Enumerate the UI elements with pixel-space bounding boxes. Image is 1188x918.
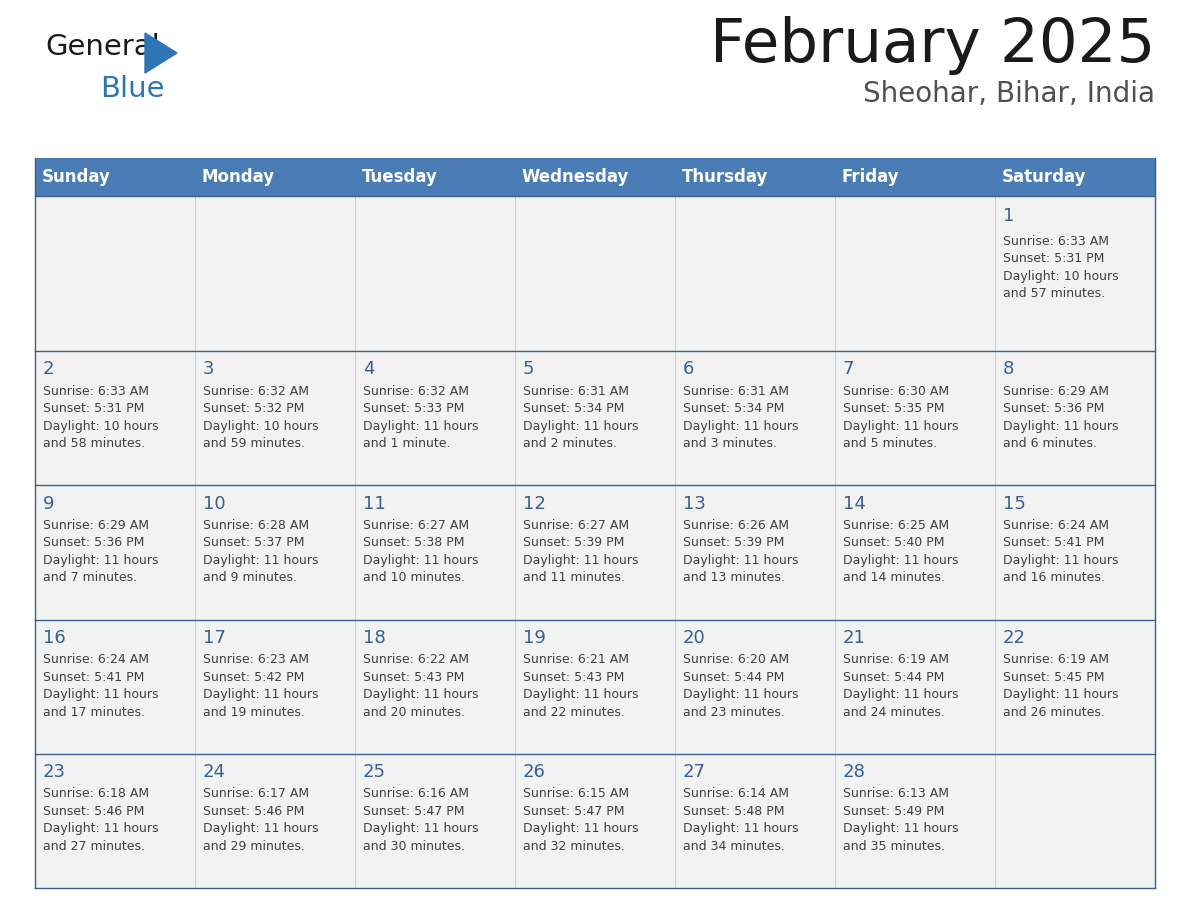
Bar (34, 196, 1155, 351)
Text: Thursday: Thursday (682, 168, 767, 186)
Bar (34, 620, 1155, 754)
Text: 11: 11 (364, 495, 386, 512)
Text: 1: 1 (1003, 207, 1015, 225)
Text: Sunrise: 6:33 AM
Sunset: 5:31 PM
Daylight: 10 hours
and 57 minutes.: Sunrise: 6:33 AM Sunset: 5:31 PM Dayligh… (1003, 235, 1119, 300)
Text: Sunrise: 6:31 AM
Sunset: 5:34 PM
Daylight: 11 hours
and 3 minutes.: Sunrise: 6:31 AM Sunset: 5:34 PM Dayligh… (683, 385, 798, 450)
Text: 7: 7 (843, 361, 854, 378)
Text: 19: 19 (523, 629, 545, 647)
Text: 25: 25 (364, 763, 386, 781)
Polygon shape (145, 33, 177, 73)
Text: 10: 10 (203, 495, 226, 512)
Text: 16: 16 (43, 629, 65, 647)
Text: Sunrise: 6:16 AM
Sunset: 5:47 PM
Daylight: 11 hours
and 30 minutes.: Sunrise: 6:16 AM Sunset: 5:47 PM Dayligh… (364, 788, 479, 853)
Text: Sunrise: 6:15 AM
Sunset: 5:47 PM
Daylight: 11 hours
and 32 minutes.: Sunrise: 6:15 AM Sunset: 5:47 PM Dayligh… (523, 788, 638, 853)
Text: 22: 22 (1003, 629, 1026, 647)
Text: General: General (45, 33, 159, 61)
Text: Sunrise: 6:23 AM
Sunset: 5:42 PM
Daylight: 11 hours
and 19 minutes.: Sunrise: 6:23 AM Sunset: 5:42 PM Dayligh… (203, 653, 318, 719)
Text: Sunrise: 6:28 AM
Sunset: 5:37 PM
Daylight: 11 hours
and 9 minutes.: Sunrise: 6:28 AM Sunset: 5:37 PM Dayligh… (203, 519, 318, 585)
Bar (34, 351, 1155, 486)
Text: 20: 20 (683, 629, 706, 647)
Text: 26: 26 (523, 763, 545, 781)
Text: Sunrise: 6:13 AM
Sunset: 5:49 PM
Daylight: 11 hours
and 35 minutes.: Sunrise: 6:13 AM Sunset: 5:49 PM Dayligh… (843, 788, 959, 853)
Text: Sunrise: 6:17 AM
Sunset: 5:46 PM
Daylight: 11 hours
and 29 minutes.: Sunrise: 6:17 AM Sunset: 5:46 PM Dayligh… (203, 788, 318, 853)
Text: Sunrise: 6:25 AM
Sunset: 5:40 PM
Daylight: 11 hours
and 14 minutes.: Sunrise: 6:25 AM Sunset: 5:40 PM Dayligh… (843, 519, 959, 585)
Bar (34, 486, 1155, 620)
Text: Sunrise: 6:30 AM
Sunset: 5:35 PM
Daylight: 11 hours
and 5 minutes.: Sunrise: 6:30 AM Sunset: 5:35 PM Dayligh… (843, 385, 959, 450)
Text: Sunrise: 6:27 AM
Sunset: 5:38 PM
Daylight: 11 hours
and 10 minutes.: Sunrise: 6:27 AM Sunset: 5:38 PM Dayligh… (364, 519, 479, 585)
Bar (34, 754, 1155, 888)
Text: 6: 6 (683, 361, 694, 378)
Text: Friday: Friday (841, 168, 899, 186)
Text: Wednesday: Wednesday (522, 168, 628, 186)
Text: 4: 4 (364, 361, 374, 378)
Text: 23: 23 (43, 763, 67, 781)
Text: Sunrise: 6:20 AM
Sunset: 5:44 PM
Daylight: 11 hours
and 23 minutes.: Sunrise: 6:20 AM Sunset: 5:44 PM Dayligh… (683, 653, 798, 719)
Text: Sunday: Sunday (42, 168, 110, 186)
Text: 21: 21 (843, 629, 866, 647)
Text: 2: 2 (43, 361, 55, 378)
Text: 17: 17 (203, 629, 226, 647)
Text: 12: 12 (523, 495, 545, 512)
Text: Sunrise: 6:33 AM
Sunset: 5:31 PM
Daylight: 10 hours
and 58 minutes.: Sunrise: 6:33 AM Sunset: 5:31 PM Dayligh… (43, 385, 159, 450)
Text: Sunrise: 6:32 AM
Sunset: 5:32 PM
Daylight: 10 hours
and 59 minutes.: Sunrise: 6:32 AM Sunset: 5:32 PM Dayligh… (203, 385, 318, 450)
Text: Monday: Monday (202, 168, 274, 186)
Text: 13: 13 (683, 495, 706, 512)
Text: Sunrise: 6:29 AM
Sunset: 5:36 PM
Daylight: 11 hours
and 7 minutes.: Sunrise: 6:29 AM Sunset: 5:36 PM Dayligh… (43, 519, 158, 585)
Text: February 2025: February 2025 (709, 16, 1155, 75)
Text: Sunrise: 6:14 AM
Sunset: 5:48 PM
Daylight: 11 hours
and 34 minutes.: Sunrise: 6:14 AM Sunset: 5:48 PM Dayligh… (683, 788, 798, 853)
Text: Sunrise: 6:19 AM
Sunset: 5:44 PM
Daylight: 11 hours
and 24 minutes.: Sunrise: 6:19 AM Sunset: 5:44 PM Dayligh… (843, 653, 959, 719)
Text: Sunrise: 6:27 AM
Sunset: 5:39 PM
Daylight: 11 hours
and 11 minutes.: Sunrise: 6:27 AM Sunset: 5:39 PM Dayligh… (523, 519, 638, 585)
Text: 5: 5 (523, 361, 535, 378)
Text: Sheohar, Bihar, India: Sheohar, Bihar, India (862, 80, 1155, 108)
Text: Sunrise: 6:19 AM
Sunset: 5:45 PM
Daylight: 11 hours
and 26 minutes.: Sunrise: 6:19 AM Sunset: 5:45 PM Dayligh… (1003, 653, 1118, 719)
Text: Sunrise: 6:21 AM
Sunset: 5:43 PM
Daylight: 11 hours
and 22 minutes.: Sunrise: 6:21 AM Sunset: 5:43 PM Dayligh… (523, 653, 638, 719)
Text: Blue: Blue (100, 75, 164, 103)
Text: 18: 18 (364, 629, 386, 647)
Text: 8: 8 (1003, 361, 1015, 378)
Text: 28: 28 (843, 763, 866, 781)
Bar (34, 158, 1155, 196)
Text: Sunrise: 6:24 AM
Sunset: 5:41 PM
Daylight: 11 hours
and 17 minutes.: Sunrise: 6:24 AM Sunset: 5:41 PM Dayligh… (43, 653, 158, 719)
Text: 14: 14 (843, 495, 866, 512)
Text: 27: 27 (683, 763, 706, 781)
Text: Sunrise: 6:31 AM
Sunset: 5:34 PM
Daylight: 11 hours
and 2 minutes.: Sunrise: 6:31 AM Sunset: 5:34 PM Dayligh… (523, 385, 638, 450)
Text: 3: 3 (203, 361, 215, 378)
Text: 15: 15 (1003, 495, 1026, 512)
Text: Sunrise: 6:29 AM
Sunset: 5:36 PM
Daylight: 11 hours
and 6 minutes.: Sunrise: 6:29 AM Sunset: 5:36 PM Dayligh… (1003, 385, 1118, 450)
Text: Sunrise: 6:24 AM
Sunset: 5:41 PM
Daylight: 11 hours
and 16 minutes.: Sunrise: 6:24 AM Sunset: 5:41 PM Dayligh… (1003, 519, 1118, 585)
Text: Tuesday: Tuesday (361, 168, 437, 186)
Text: Sunrise: 6:32 AM
Sunset: 5:33 PM
Daylight: 11 hours
and 1 minute.: Sunrise: 6:32 AM Sunset: 5:33 PM Dayligh… (364, 385, 479, 450)
Text: Sunrise: 6:18 AM
Sunset: 5:46 PM
Daylight: 11 hours
and 27 minutes.: Sunrise: 6:18 AM Sunset: 5:46 PM Dayligh… (43, 788, 158, 853)
Text: 9: 9 (43, 495, 55, 512)
Text: Sunrise: 6:26 AM
Sunset: 5:39 PM
Daylight: 11 hours
and 13 minutes.: Sunrise: 6:26 AM Sunset: 5:39 PM Dayligh… (683, 519, 798, 585)
Text: 24: 24 (203, 763, 226, 781)
Text: Sunrise: 6:22 AM
Sunset: 5:43 PM
Daylight: 11 hours
and 20 minutes.: Sunrise: 6:22 AM Sunset: 5:43 PM Dayligh… (364, 653, 479, 719)
Text: Saturday: Saturday (1001, 168, 1086, 186)
